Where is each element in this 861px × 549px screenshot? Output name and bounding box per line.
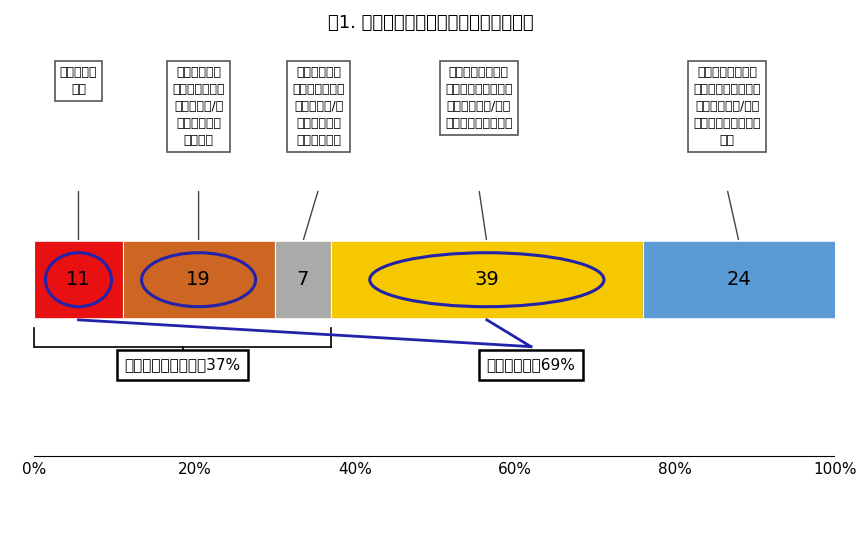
Text: 39: 39 [474,270,499,289]
Text: 自治体のアプ
リがあることを
知っていた/今
後インストー
ルしたくない: 自治体のアプ リがあることを 知っていた/今 後インストー ルしたくない [293,66,345,147]
Text: 自治体のアプリが
あるか分からない・
アプリはない/今後
インストールしたく
ない: 自治体のアプリが あるか分からない・ アプリはない/今後 インストールしたく な… [693,66,761,147]
Text: 19: 19 [186,270,211,289]
Text: 図1. 自治体が作成したアプリの利用意向: 図1. 自治体が作成したアプリの利用意向 [328,14,533,32]
Bar [331,242,643,317]
Text: 100%: 100% [814,462,857,477]
Text: 自治体のアプリが
あるか分からない・
アプリはない/今後
インストールしたい: 自治体のアプリが あるか分からない・ アプリはない/今後 インストールしたい [445,66,512,130]
Text: 11: 11 [66,270,91,289]
Text: 7: 7 [296,270,309,289]
Text: 60%: 60% [498,462,532,477]
Bar [275,242,331,317]
Text: 40%: 40% [338,462,372,477]
Bar [122,242,275,317]
Bar [643,242,835,317]
Text: 利用意向有：69%: 利用意向有：69% [486,357,575,372]
Bar [34,242,122,317]
Text: インストー
ル済: インストー ル済 [59,66,97,96]
Text: 自治体のアプ
リがあることを
知っていた/今
後インストー
ルしたい: 自治体のアプ リがあることを 知っていた/今 後インストー ルしたい [172,66,225,147]
Text: 24: 24 [727,270,752,289]
Text: 80%: 80% [658,462,692,477]
Text: 存在を知っている：37%: 存在を知っている：37% [125,357,240,372]
Text: 0%: 0% [22,462,46,477]
Text: 20%: 20% [177,462,212,477]
